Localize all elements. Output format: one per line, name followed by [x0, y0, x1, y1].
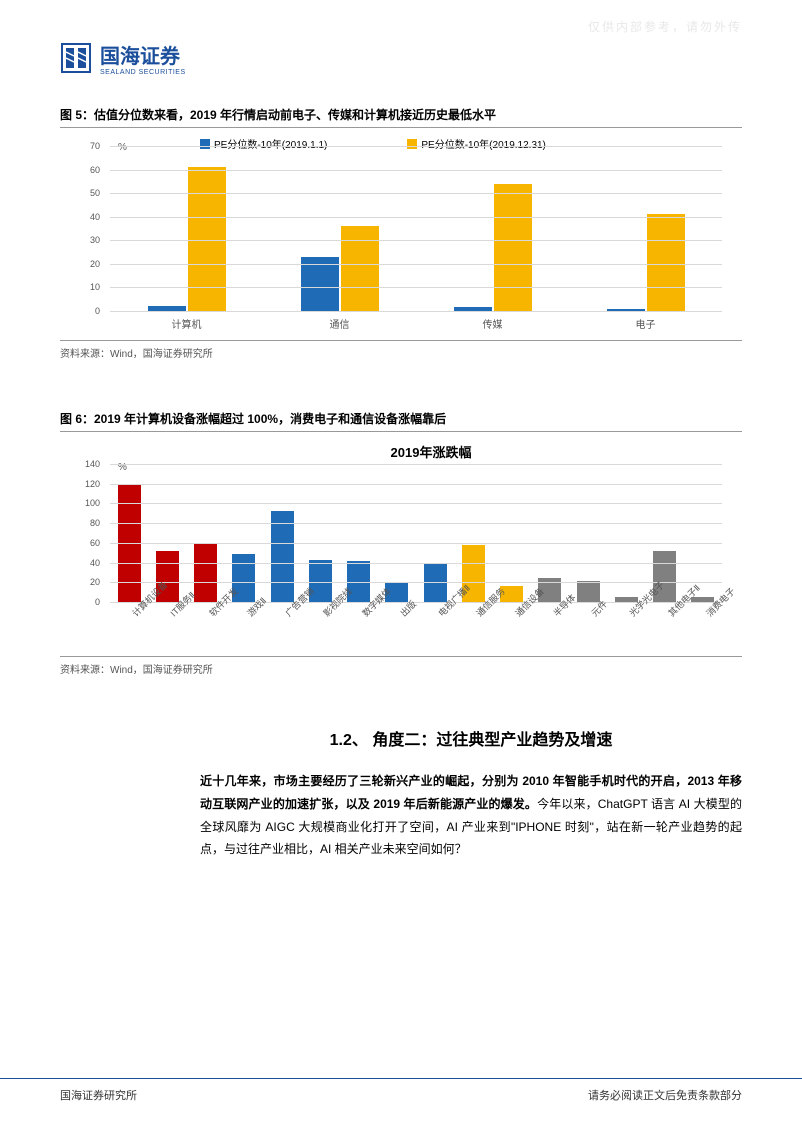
footer-right: 请务必阅读正文后免责条款部分	[588, 1087, 742, 1103]
x-tick-label: 电子	[569, 316, 722, 331]
footer: 国海证券研究所 请务必阅读正文后免责条款部分	[0, 1078, 802, 1103]
logo: 国海证券 SEALAND SECURITIES	[60, 40, 186, 76]
y-tick-label: 80	[90, 518, 100, 528]
y-tick-label: 60	[90, 538, 100, 548]
x-tick-label: 传媒	[416, 316, 569, 331]
fig6-source: 资料来源：Wind，国海证券研究所	[60, 656, 742, 676]
y-tick-label: 20	[90, 577, 100, 587]
y-tick-label: 140	[85, 459, 100, 469]
y-tick-label: 20	[90, 259, 100, 269]
y-tick-label: 10	[90, 282, 100, 292]
watermark: 仅供内部参考，请勿外传	[588, 18, 742, 35]
bar	[188, 167, 226, 311]
y-tick-label: 120	[85, 479, 100, 489]
y-tick-label: 70	[90, 141, 100, 151]
figure-6-section: 图 6：2019 年计算机设备涨幅超过 100%，消费电子和通信设备涨幅靠后 2…	[0, 410, 802, 676]
y-tick-label: 60	[90, 165, 100, 175]
figure-5-section: 图 5：估值分位数来看，2019 年行情启动前电子、传媒和计算机接近历史最低水平…	[0, 106, 802, 360]
fig5-source: 资料来源：Wind，国海证券研究所	[60, 340, 742, 360]
bar	[271, 511, 294, 602]
body-paragraph: 近十几年来，市场主要经历了三轮新兴产业的崛起，分别为 2010 年智能手机时代的…	[200, 770, 742, 861]
company-name-en: SEALAND SECURITIES	[100, 69, 186, 76]
bar	[194, 544, 217, 602]
bar	[577, 581, 600, 602]
bar-group	[110, 146, 263, 311]
fig6-chart-title: 2019年涨跌幅	[70, 442, 732, 461]
section-heading: 1.2、 角度二：过往典型产业趋势及增速	[200, 726, 742, 750]
bar-group	[263, 146, 416, 311]
bar-group	[569, 146, 722, 311]
footer-left: 国海证券研究所	[60, 1087, 137, 1103]
y-tick-label: 0	[95, 306, 100, 316]
fig5-chart: % PE分位数-10年(2019.1.1)PE分位数-10年(2019.12.3…	[70, 136, 732, 336]
fig6-chart: 2019年涨跌幅 % 020406080100120140 计算机设备IT服务Ⅱ…	[70, 442, 732, 652]
bar	[647, 214, 685, 311]
y-tick-label: 100	[85, 498, 100, 508]
bar	[494, 184, 532, 311]
company-name-cn: 国海证券	[100, 40, 186, 69]
logo-icon	[60, 42, 92, 74]
y-tick-label: 30	[90, 235, 100, 245]
y-tick-label: 40	[90, 558, 100, 568]
fig6-title: 图 6：2019 年计算机设备涨幅超过 100%，消费电子和通信设备涨幅靠后	[60, 410, 742, 432]
y-tick-label: 0	[95, 597, 100, 607]
bar-group	[416, 146, 569, 311]
x-tick-label: 计算机	[110, 316, 263, 331]
fig5-title: 图 5：估值分位数来看，2019 年行情启动前电子、传媒和计算机接近历史最低水平	[60, 106, 742, 128]
bar	[341, 226, 379, 311]
y-tick-label: 50	[90, 188, 100, 198]
bar	[301, 257, 339, 311]
y-tick-label: 40	[90, 212, 100, 222]
header: 国海证券 SEALAND SECURITIES	[0, 0, 802, 86]
x-tick-label: 通信	[263, 316, 416, 331]
